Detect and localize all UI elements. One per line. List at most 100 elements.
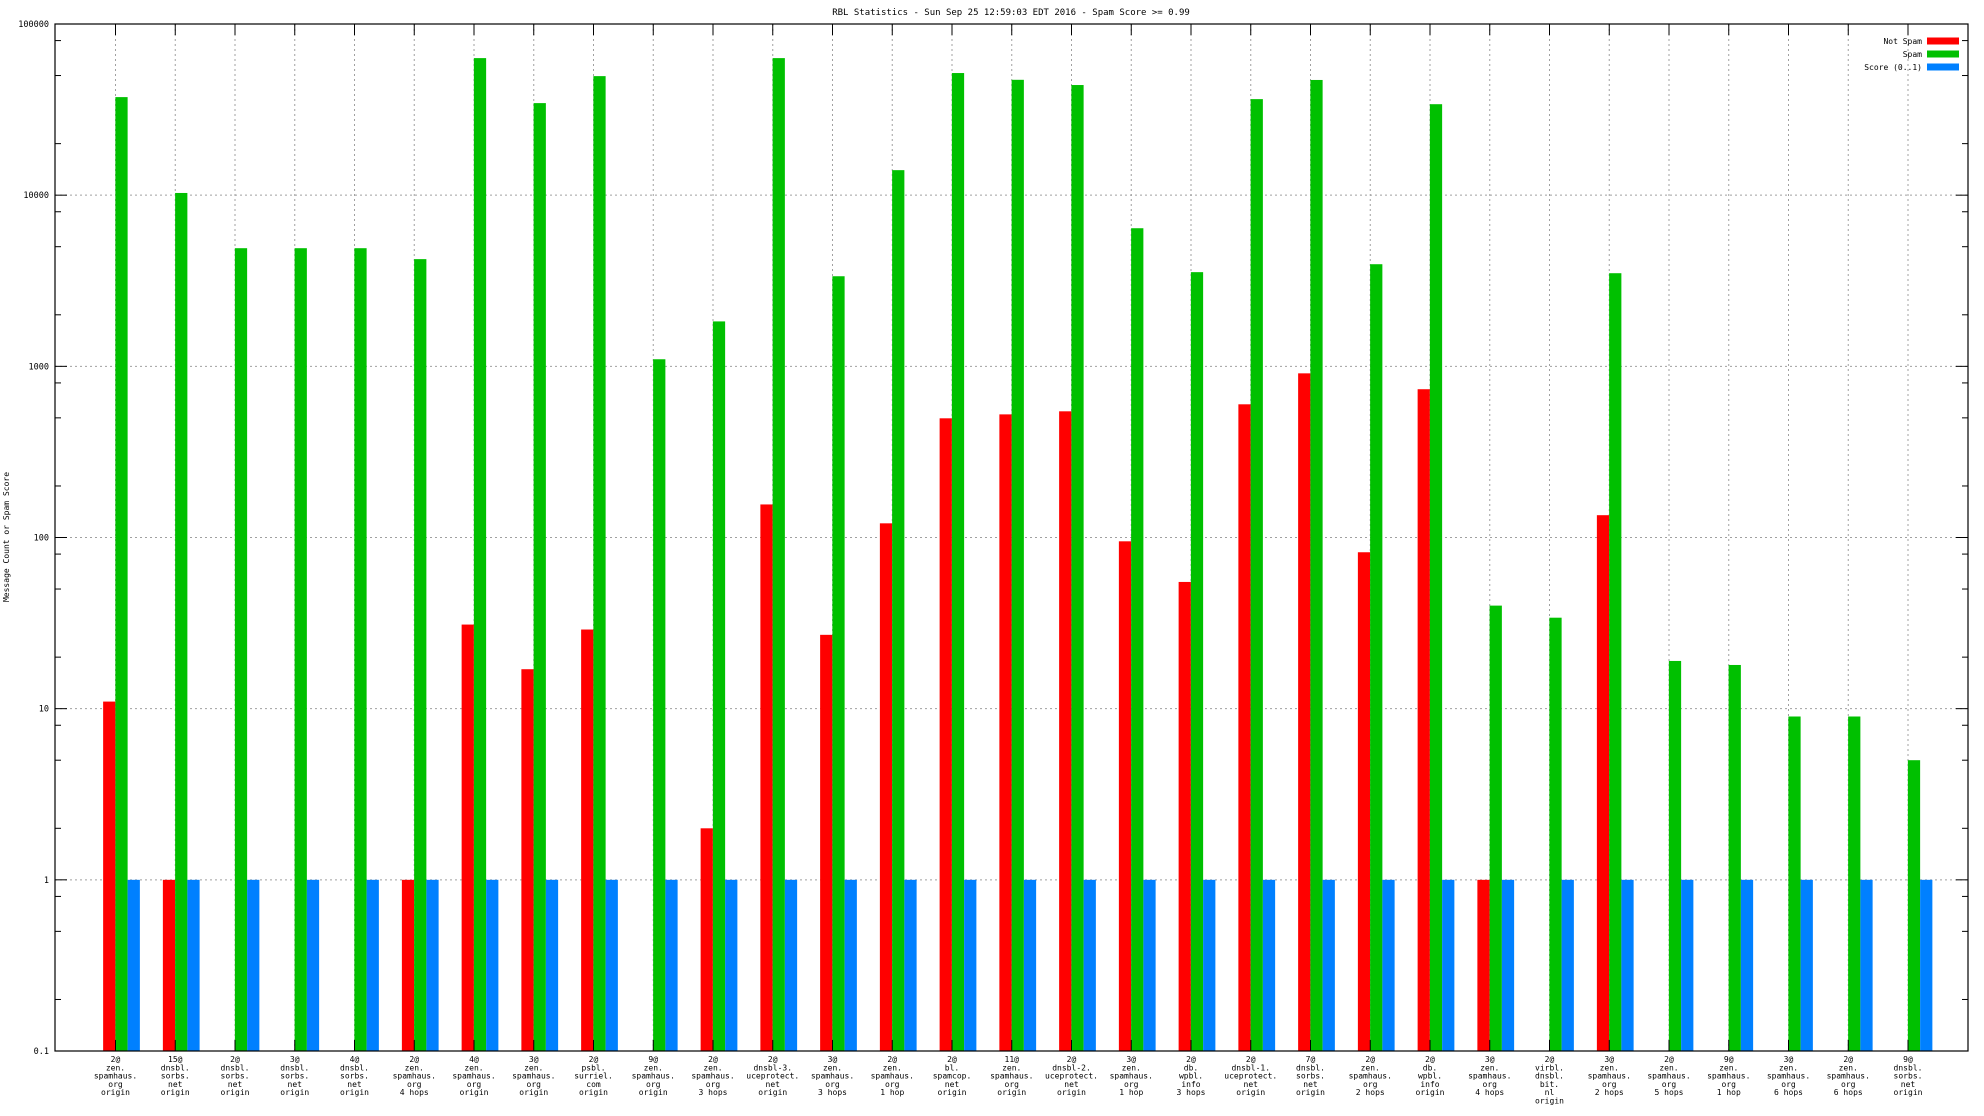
not-spam-bar — [103, 701, 116, 1051]
x-tick-label: 2@ — [1425, 1055, 1435, 1064]
spam-bar — [1549, 617, 1562, 1051]
x-tick-label: 2@ — [1545, 1055, 1555, 1064]
x-tick-label: origin — [101, 1088, 130, 1097]
x-tick-label: net — [1244, 1080, 1259, 1089]
x-tick-label: wpbl. — [1418, 1072, 1442, 1081]
score-bar — [247, 879, 260, 1051]
x-tick-label: spamhaus. — [632, 1072, 675, 1081]
not-spam-bar — [1238, 404, 1251, 1051]
x-tick-label: spamhaus. — [452, 1072, 495, 1081]
x-tick-label: spamhaus. — [1827, 1072, 1870, 1081]
x-tick-label: org — [407, 1080, 422, 1089]
score-bar — [665, 879, 678, 1051]
x-tick-label: db. — [1423, 1063, 1437, 1072]
not-spam-bar — [700, 828, 713, 1051]
x-tick-label: 3@ — [1126, 1055, 1136, 1064]
legend-label: Score (0..1) — [1864, 63, 1922, 72]
x-tick-label: spamhaus. — [1588, 1072, 1631, 1081]
x-tick-label: zen. — [464, 1063, 483, 1072]
x-tick-label: 7@ — [1306, 1055, 1316, 1064]
x-tick-label: zen. — [644, 1063, 663, 1072]
x-tick-label: uceprotect. — [1224, 1072, 1277, 1081]
x-tick-label: 2 hops — [1595, 1088, 1624, 1097]
x-tick-label: 3@ — [1784, 1055, 1794, 1064]
x-tick-label: org — [1363, 1080, 1378, 1089]
x-tick-label: spamhaus. — [94, 1072, 137, 1081]
x-tick-label: 5 hops — [1655, 1088, 1684, 1097]
score-bar — [486, 879, 499, 1051]
score-bar — [1920, 879, 1933, 1051]
x-tick-label: org — [1602, 1080, 1617, 1089]
x-tick-label: virbl. — [1535, 1063, 1564, 1072]
x-tick-label: net — [1064, 1080, 1079, 1089]
y-tick-label: 100000 — [18, 20, 49, 30]
x-tick-label: 4@ — [350, 1055, 360, 1064]
y-tick-label: 10000 — [23, 191, 49, 201]
x-tick-label: sorbs. — [280, 1072, 309, 1081]
x-tick-label: zen. — [883, 1063, 902, 1072]
x-tick-label: zen. — [405, 1063, 424, 1072]
x-tick-label: net — [347, 1080, 362, 1089]
not-spam-bar — [162, 879, 176, 1051]
x-tick-label: origin — [161, 1088, 190, 1097]
spam-bar — [892, 170, 905, 1051]
spam-bar — [1489, 605, 1502, 1051]
spam-bar — [772, 58, 785, 1051]
x-tick-label: 11@ — [1005, 1055, 1020, 1064]
x-tick-label: zen. — [1779, 1063, 1798, 1072]
x-tick-label: origin — [639, 1088, 668, 1097]
score-bar — [1083, 879, 1096, 1051]
y-tick-label: 1000 — [29, 362, 49, 372]
x-tick-label: origin — [460, 1088, 489, 1097]
not-spam-bar — [879, 523, 893, 1051]
x-tick-label: zen. — [1719, 1063, 1738, 1072]
x-tick-label: 2@ — [1067, 1055, 1077, 1064]
x-tick-label: zen. — [1002, 1063, 1021, 1072]
axes: 1000001000010001001010.12@zen.spamhaus.o… — [18, 20, 1969, 1106]
x-tick-label: 2@ — [1664, 1055, 1674, 1064]
not-spam-bar — [999, 414, 1012, 1051]
x-tick-label: net — [1303, 1080, 1318, 1089]
spam-bar — [1190, 272, 1204, 1051]
legend: Not Spam Spam Score (0..1) — [1864, 37, 1959, 72]
x-tick-label: dnsbl. — [340, 1063, 369, 1072]
x-tick-label: origin — [1535, 1097, 1564, 1106]
x-tick-label: spamhaus. — [1647, 1072, 1690, 1081]
x-tick-label: spamcop. — [933, 1072, 972, 1081]
x-tick-label: origin — [1296, 1088, 1325, 1097]
legend-swatch — [1927, 63, 1959, 71]
score-bar — [1860, 879, 1873, 1051]
x-tick-label: spamhaus. — [512, 1072, 555, 1081]
bars — [103, 58, 1933, 1052]
x-tick-label: 3@ — [1485, 1055, 1495, 1064]
spam-bar — [1848, 716, 1861, 1051]
x-tick-label: 3 hops — [1177, 1088, 1206, 1097]
score-bar — [784, 879, 798, 1051]
x-tick-label: spamhaus. — [811, 1072, 854, 1081]
x-tick-label: spamhaus. — [393, 1072, 436, 1081]
x-tick-label: origin — [579, 1088, 608, 1097]
x-tick-label: sorbs. — [161, 1072, 190, 1081]
y-axis-label: Message Count or Spam Score — [2, 472, 11, 602]
spam-bar — [712, 321, 726, 1051]
x-tick-label: com — [586, 1080, 601, 1089]
x-tick-label: sorbs. — [1894, 1072, 1923, 1081]
score-bar — [426, 879, 439, 1051]
score-bar — [1621, 879, 1634, 1051]
spam-bar — [414, 259, 427, 1051]
not-spam-bar — [1178, 581, 1191, 1051]
x-tick-label: spamhaus. — [1110, 1072, 1153, 1081]
score-bar — [1322, 879, 1335, 1051]
x-tick-label: 1 hop — [1119, 1088, 1143, 1097]
spam-bar — [1728, 664, 1741, 1051]
x-tick-label: net — [168, 1080, 183, 1089]
x-tick-label: 2@ — [1365, 1055, 1375, 1064]
x-tick-label: 3@ — [290, 1055, 300, 1064]
score-bar — [844, 879, 857, 1051]
x-tick-label: origin — [1894, 1088, 1923, 1097]
x-tick-label: org — [108, 1080, 123, 1089]
x-tick-label: origin — [997, 1088, 1026, 1097]
score-bar — [1800, 879, 1813, 1051]
legend-label: Not Spam — [1883, 37, 1922, 46]
